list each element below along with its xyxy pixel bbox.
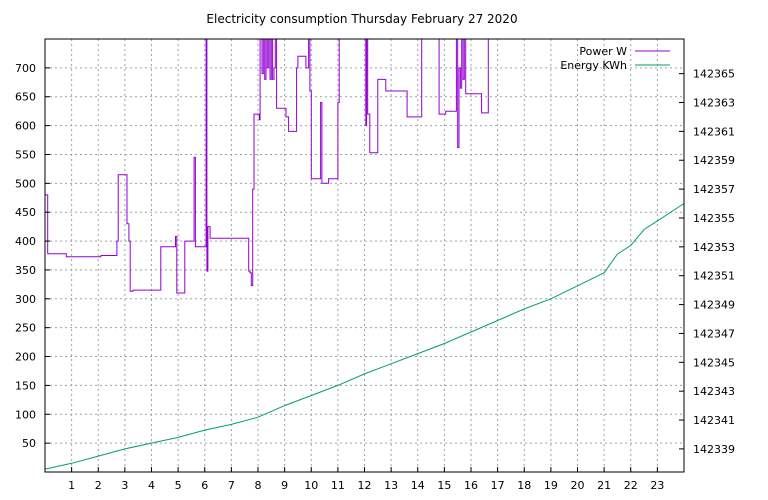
y-tick-label: 100 — [15, 408, 36, 421]
x-tick-label: 20 — [571, 479, 585, 492]
x-tick-label: 15 — [437, 479, 451, 492]
x-tick-label: 7 — [228, 479, 235, 492]
x-tick-label: 8 — [255, 479, 262, 492]
x-tick-label: 19 — [544, 479, 558, 492]
y2-tick-label: 142351 — [693, 270, 735, 283]
y2-tick-label: 142341 — [693, 414, 735, 427]
x-tick-label: 14 — [411, 479, 425, 492]
y-tick-label: 550 — [15, 148, 36, 161]
y2-tick-label: 142347 — [693, 327, 735, 340]
y2-tick-label: 142349 — [693, 299, 735, 312]
y-tick-label: 650 — [15, 91, 36, 104]
y2-tick-label: 142353 — [693, 241, 735, 254]
x-tick-label: 2 — [95, 479, 102, 492]
x-tick-label: 10 — [304, 479, 318, 492]
y-tick-label: 600 — [15, 120, 36, 133]
y-tick-label: 50 — [22, 437, 36, 450]
y2-tick-label: 142359 — [693, 154, 735, 167]
x-tick-label: 3 — [121, 479, 128, 492]
x-tick-label: 6 — [201, 479, 208, 492]
x-tick-label: 21 — [597, 479, 611, 492]
y-tick-label: 150 — [15, 379, 36, 392]
legend: Power W Energy KWh — [560, 45, 670, 72]
y-tick-label: 250 — [15, 322, 36, 335]
legend-entry-power: Power W — [579, 45, 627, 58]
y-tick-label: 350 — [15, 264, 36, 277]
series-power — [45, 38, 489, 294]
x-tick-label: 23 — [650, 479, 664, 492]
y2-tick-label: 142355 — [693, 212, 735, 225]
y2-tick-label: 142343 — [693, 385, 735, 398]
x-tick-label: 4 — [148, 479, 155, 492]
series-energy — [44, 203, 685, 470]
y2-tick-label: 142357 — [693, 183, 735, 196]
x-tick-label: 17 — [491, 479, 505, 492]
y-tick-label: 400 — [15, 235, 36, 248]
y2-tick-label: 142345 — [693, 356, 735, 369]
y-tick-label: 700 — [15, 62, 36, 75]
series-line-0 — [45, 38, 489, 294]
y2-tick-label: 142361 — [693, 125, 735, 138]
series-line-1 — [44, 203, 685, 470]
chart-title: Electricity consumption Thursday Februar… — [206, 12, 517, 26]
x-tick-label: 18 — [517, 479, 531, 492]
legend-entry-energy: Energy KWh — [560, 59, 627, 72]
y-tick-label: 200 — [15, 351, 36, 364]
y-tick-label: 500 — [15, 177, 36, 190]
y2-tick-label: 142363 — [693, 97, 735, 110]
x-tick-label: 9 — [281, 479, 288, 492]
y2-tick-label: 142365 — [693, 68, 735, 81]
x-tick-label: 13 — [384, 479, 398, 492]
y-tick-label: 300 — [15, 293, 36, 306]
x-tick-label: 16 — [464, 479, 478, 492]
x-tick-label: 22 — [624, 479, 638, 492]
x-tick-label: 1 — [68, 479, 75, 492]
x-tick-label: 5 — [175, 479, 182, 492]
grid-lines — [45, 39, 684, 472]
x-tick-label: 12 — [358, 479, 372, 492]
axis-ticks: 1 2 3 4 5 6 7 8 9 10 11 12 13 14 15 16 17 18 19 20 21 22 23501… — [15, 62, 735, 492]
y2-tick-label: 142339 — [693, 443, 735, 456]
y-tick-label: 450 — [15, 206, 36, 219]
x-tick-label: 11 — [331, 479, 345, 492]
